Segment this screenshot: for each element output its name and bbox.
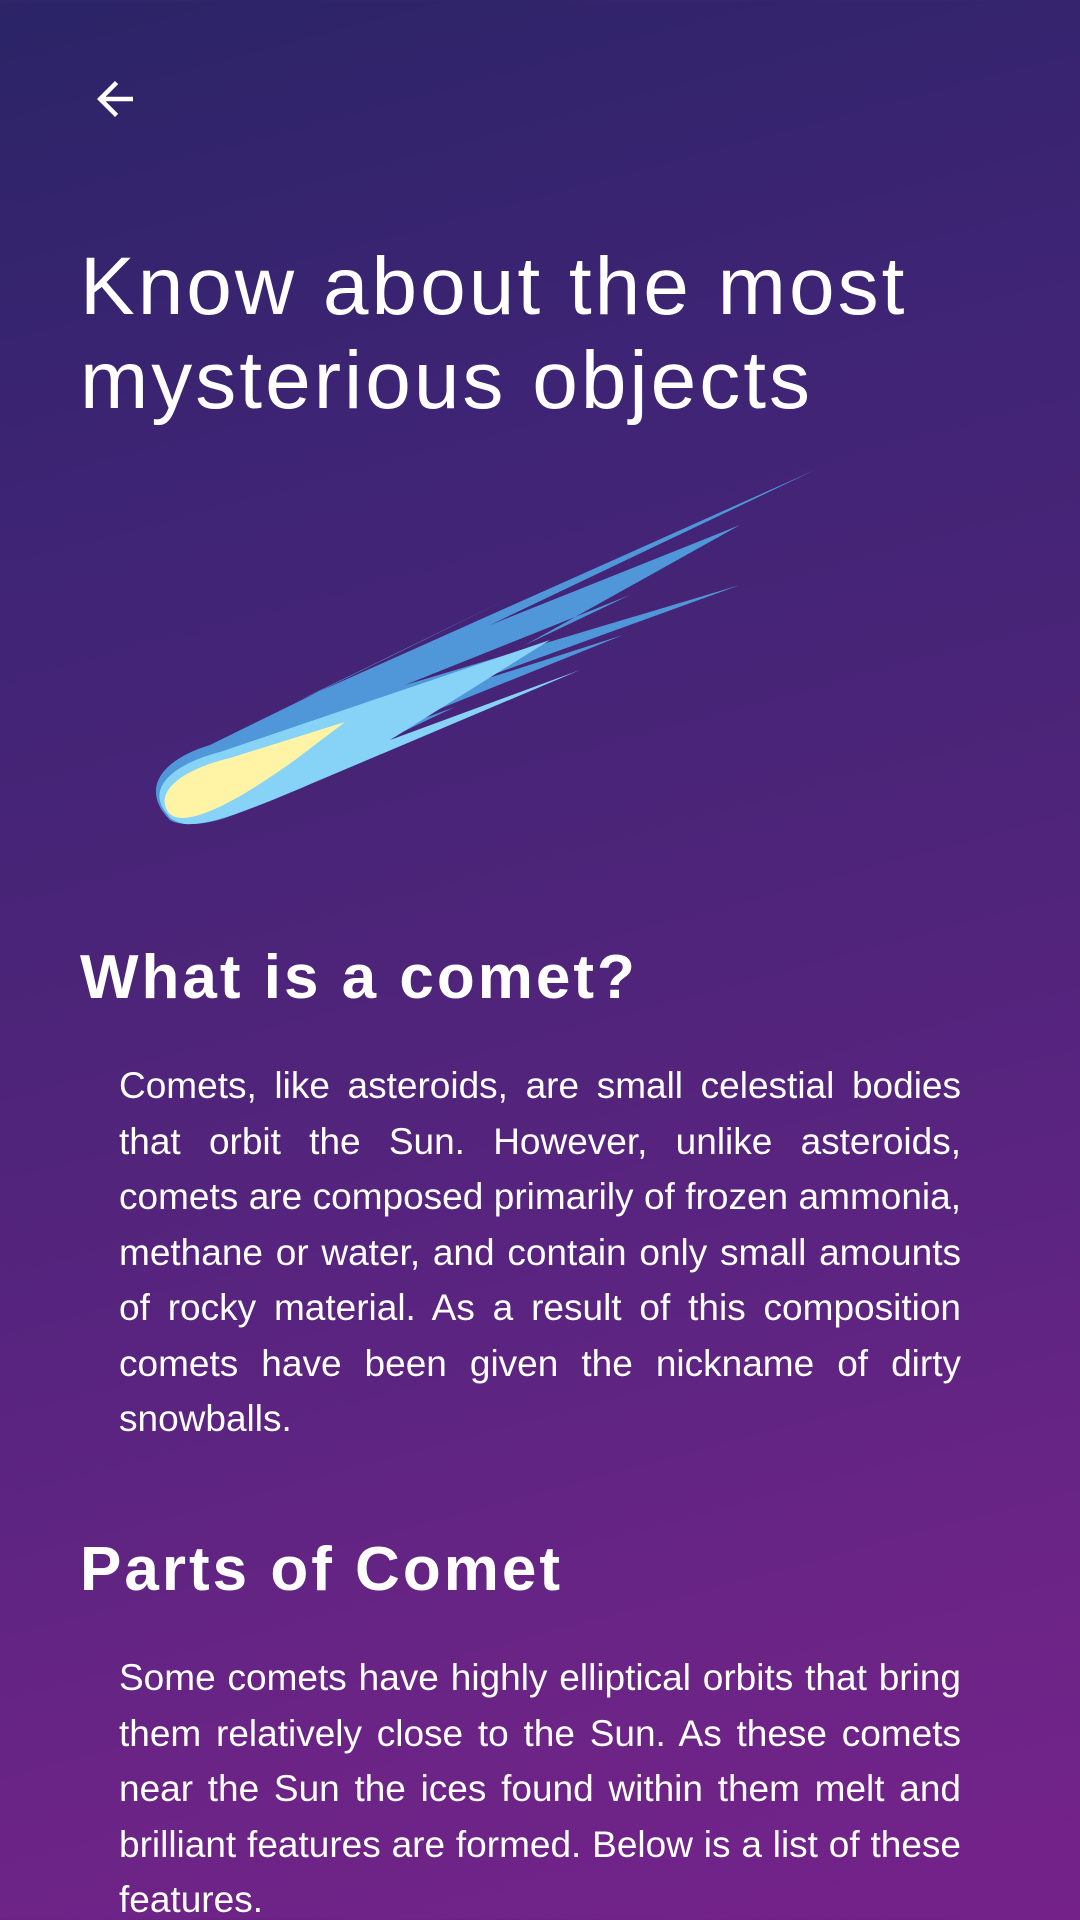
- arrow-left-icon: [97, 81, 133, 117]
- section-heading-what-is-a-comet: What is a comet?: [80, 943, 638, 1012]
- page-title: Know about the most mysterious objects: [80, 241, 908, 426]
- section-body-parts-of-comet: Some comets have highly elliptical orbit…: [119, 1657, 961, 1920]
- comet-illustration: [155, 470, 815, 825]
- comet-head: [164, 722, 345, 818]
- back-button[interactable]: [82, 66, 148, 132]
- section-heading-parts-of-comet: Parts of Comet: [80, 1535, 563, 1604]
- section-body-what-is-a-comet: Comets, like asteroids, are small celest…: [119, 1065, 961, 1439]
